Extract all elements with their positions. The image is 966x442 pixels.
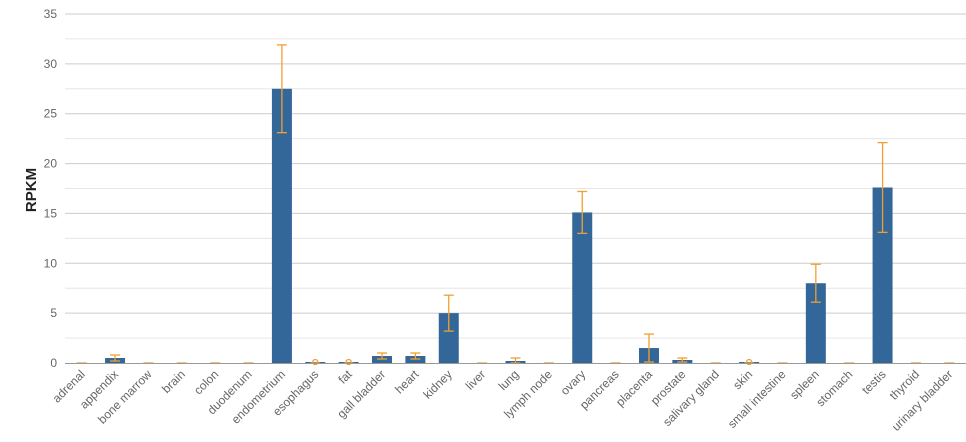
x-tick-label: lung <box>496 367 522 393</box>
y-axis-label: RPKM <box>23 168 40 212</box>
x-tick-label: stomach <box>813 367 855 409</box>
error-bar-dot <box>745 358 753 366</box>
x-tick-label: skin <box>730 367 755 392</box>
x-tick-label: kidney <box>420 367 454 401</box>
x-tick-label: small intestine <box>725 367 789 431</box>
y-tick-label: 0 <box>50 356 57 370</box>
error-bar-dot <box>312 358 319 366</box>
y-tick-label: 20 <box>44 157 58 171</box>
y-tick-label: 25 <box>44 107 58 121</box>
y-axis-ticks: 0 5 10 15 20 25 30 35 <box>44 7 58 370</box>
x-tick-label: urinary bladder <box>889 367 956 434</box>
error-bar-dot <box>345 358 352 366</box>
y-tick-label: 30 <box>44 57 58 71</box>
x-tick-label: testis <box>859 367 889 397</box>
x-tick-label: colon <box>191 367 221 397</box>
bar-spleen <box>805 283 826 363</box>
x-tick-label: heart <box>392 367 422 397</box>
bar-kidney <box>438 313 459 363</box>
y-tick-label: 15 <box>44 206 58 220</box>
y-tick-label: 5 <box>50 306 57 320</box>
y-tick-label: 35 <box>44 7 58 21</box>
grid-lines <box>65 13 966 339</box>
bar-testis <box>872 187 893 363</box>
x-tick-label: ovary <box>558 367 589 398</box>
bar-ovary <box>572 212 593 363</box>
bar-endometrium <box>271 88 292 364</box>
bars <box>105 88 893 364</box>
x-tick-label: fat <box>335 367 355 387</box>
x-tick-label: placenta <box>613 367 655 409</box>
y-tick-label: 10 <box>44 256 58 270</box>
x-tick-label: liver <box>463 367 488 392</box>
x-tick-label: brain <box>159 367 188 396</box>
